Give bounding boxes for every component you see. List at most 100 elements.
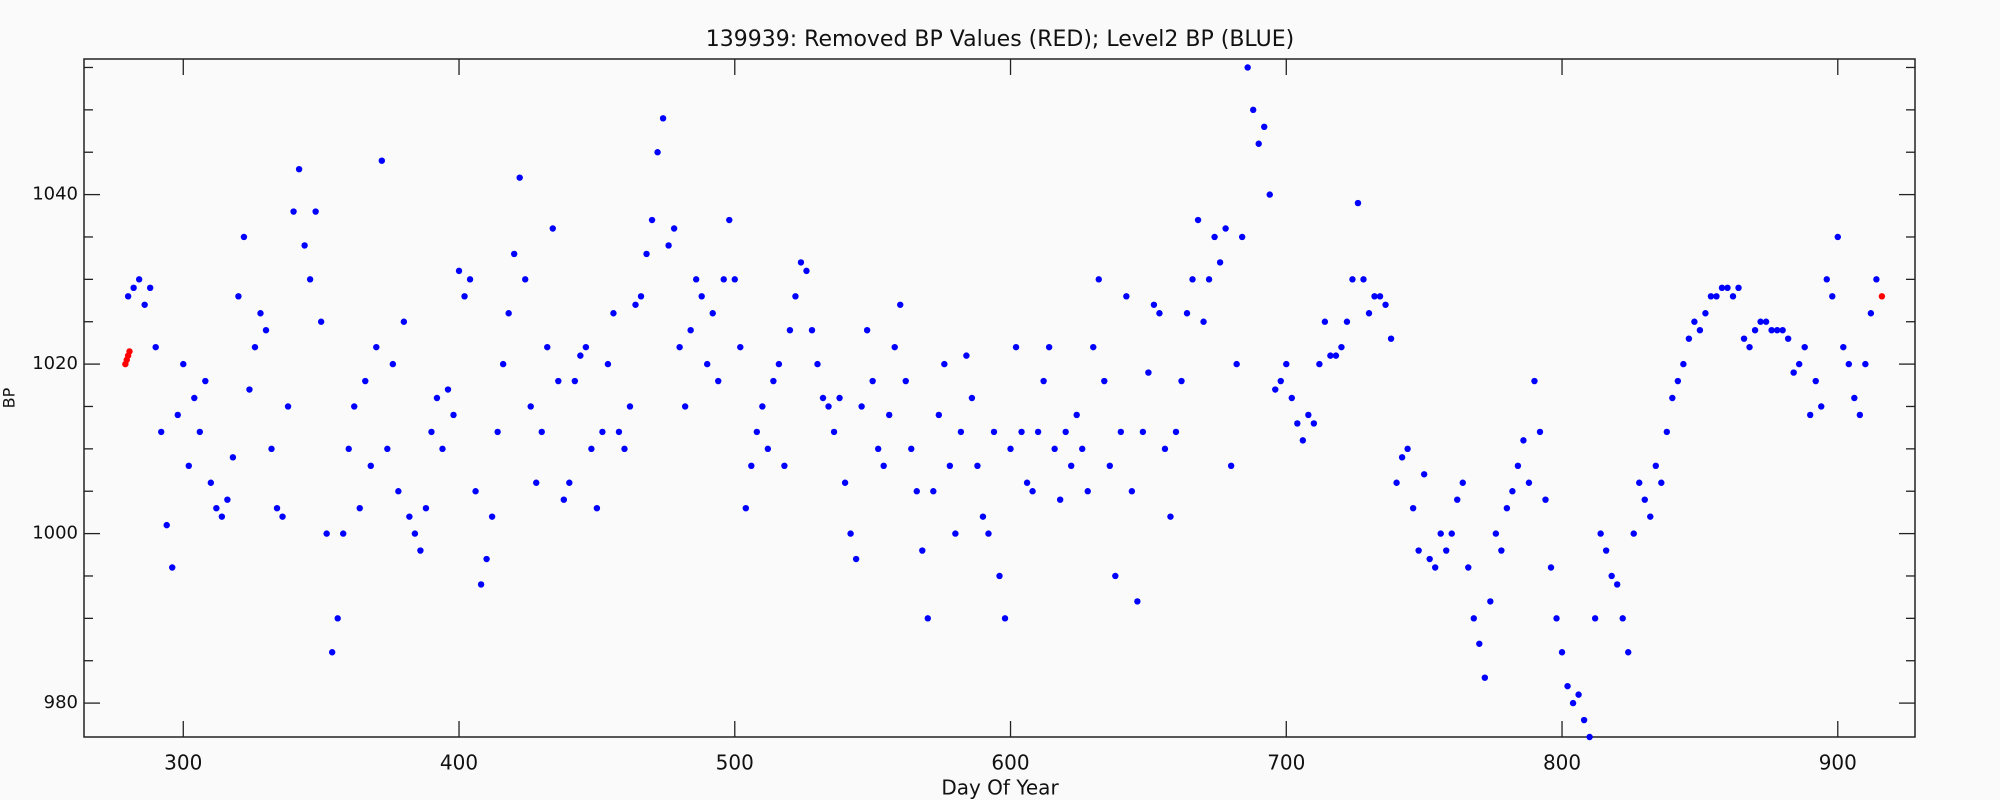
data-point <box>1200 318 1207 325</box>
data-point <box>422 504 430 512</box>
data-point <box>328 649 336 656</box>
chart-title: 139939: Removed BP Values (RED); Level2 … <box>706 27 1294 52</box>
data-point <box>1073 411 1080 419</box>
data-point <box>786 327 794 334</box>
data-point <box>1426 555 1433 563</box>
data-point <box>1194 216 1202 224</box>
data-point <box>891 343 898 351</box>
data-point <box>207 479 215 486</box>
data-point <box>169 564 176 571</box>
data-point <box>731 276 738 283</box>
data-point <box>880 462 887 469</box>
data-point <box>599 428 606 436</box>
x-tick-label: 600 <box>991 751 1029 775</box>
data-point <box>742 504 750 512</box>
data-point <box>373 343 380 351</box>
data-point <box>1718 284 1726 292</box>
data-point <box>1277 377 1284 385</box>
data-point <box>1079 445 1086 453</box>
data-point <box>1249 106 1257 114</box>
data-point <box>643 250 650 258</box>
data-point <box>1613 581 1621 588</box>
data-point <box>522 276 529 283</box>
data-point <box>1156 310 1163 317</box>
data-point <box>726 216 733 224</box>
data-point <box>1564 682 1571 690</box>
data-point <box>1034 428 1042 436</box>
data-point <box>897 301 904 308</box>
data-point <box>1161 445 1169 453</box>
data-point <box>1856 411 1864 419</box>
data-point <box>979 513 987 520</box>
data-point <box>1067 462 1075 469</box>
data-point <box>295 165 303 173</box>
data-point <box>158 428 165 436</box>
data-point <box>389 360 397 368</box>
data-point <box>1443 547 1450 554</box>
data-point <box>1112 572 1119 580</box>
y-tick-label: 980 <box>44 692 78 713</box>
data-point <box>1134 598 1141 605</box>
data-point <box>466 276 474 283</box>
data-point <box>1172 428 1180 436</box>
data-point <box>1707 293 1715 300</box>
data-point <box>312 208 319 215</box>
data-point <box>340 530 347 537</box>
data-point <box>1746 343 1753 351</box>
data-point <box>957 428 965 436</box>
data-point <box>257 310 264 317</box>
data-point <box>676 343 683 351</box>
data-point <box>1647 513 1654 520</box>
data-point <box>1371 293 1378 300</box>
data-point <box>1757 318 1764 325</box>
data-point <box>1244 64 1251 71</box>
data-point <box>874 445 882 453</box>
data-point <box>748 462 755 469</box>
data-point <box>1007 445 1014 453</box>
data-point <box>1084 488 1091 495</box>
data-point <box>775 360 783 368</box>
data-point <box>659 115 667 122</box>
data-point <box>218 513 226 520</box>
data-point <box>1867 310 1875 317</box>
data-point <box>273 504 281 512</box>
data-point <box>1591 615 1599 622</box>
data-point <box>505 310 512 317</box>
data-point <box>472 488 479 495</box>
data-point <box>284 403 292 410</box>
data-point <box>1437 530 1444 537</box>
x-tick-label: 400 <box>440 751 478 775</box>
data-point <box>268 445 275 453</box>
data-point <box>494 428 501 436</box>
data-point <box>1790 369 1797 376</box>
data-point <box>1117 428 1125 436</box>
data-point <box>1090 343 1097 351</box>
data-point <box>246 386 253 393</box>
data-point <box>1873 276 1880 283</box>
data-point <box>1294 420 1301 427</box>
data-point <box>836 394 843 402</box>
data-point <box>797 259 805 266</box>
data-point <box>1150 301 1158 308</box>
data-point <box>1106 462 1114 469</box>
data-point <box>621 445 628 453</box>
data-point <box>808 327 816 334</box>
data-point <box>555 377 562 385</box>
y-axis-label: BP <box>0 387 19 408</box>
data-point <box>615 428 623 436</box>
data-point <box>1784 335 1792 342</box>
data-point <box>229 454 237 461</box>
data-point <box>571 377 579 385</box>
data-point <box>792 293 799 300</box>
data-point <box>1818 403 1825 410</box>
data-point <box>538 428 545 436</box>
data-point <box>566 479 573 486</box>
data-point <box>1685 335 1693 342</box>
data-point <box>1658 479 1665 486</box>
data-point <box>351 403 358 410</box>
data-point <box>819 394 827 402</box>
data-point <box>549 225 556 232</box>
data-point <box>1729 293 1737 300</box>
data-point <box>1012 343 1020 351</box>
data-point <box>1762 318 1770 325</box>
